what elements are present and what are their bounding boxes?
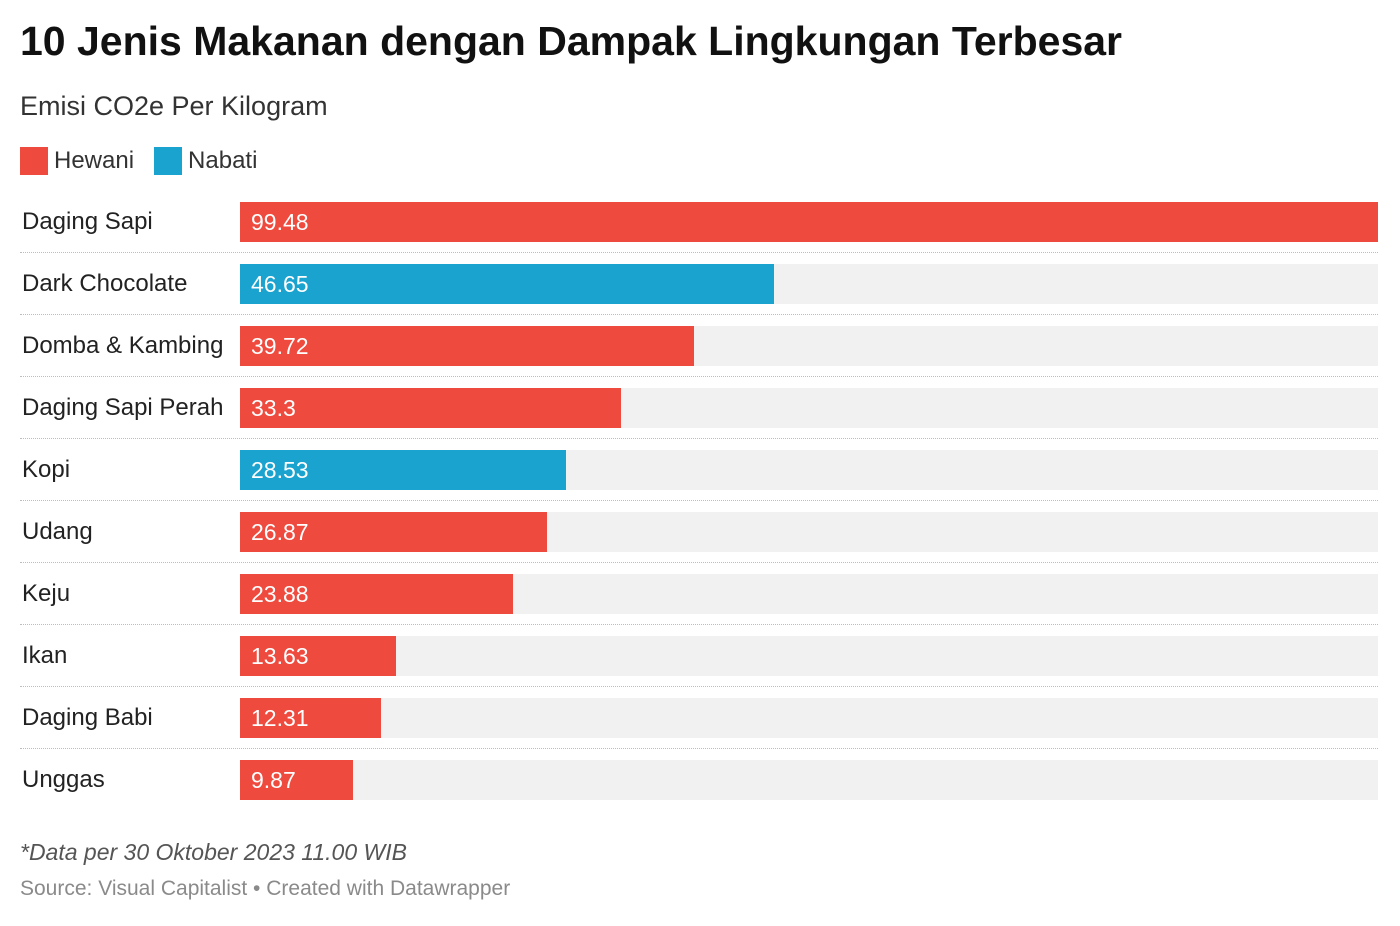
chart-subtitle: Emisi CO2e Per Kilogram: [20, 91, 328, 121]
data-label: 39.72: [251, 333, 309, 359]
data-label: 99.48: [251, 209, 309, 235]
bar-domba-kambing: [240, 326, 694, 366]
category-label: Daging Babi: [22, 704, 153, 731]
category-label: Keju: [22, 580, 71, 607]
row-divider: [20, 686, 1378, 687]
chart-note: *Data per 30 Oktober 2023 11.00 WIB: [20, 839, 407, 865]
bar-track: 12.31: [240, 698, 1378, 738]
category-label: Udang: [22, 518, 93, 545]
legend-swatch-hewani: [20, 147, 48, 175]
row-divider: [20, 500, 1378, 501]
legend-item-nabati: Nabati: [154, 147, 257, 175]
category-label: Ikan: [22, 642, 68, 669]
data-label: 28.53: [251, 457, 309, 483]
bar-daging-babi: [240, 698, 381, 738]
data-label: 23.88: [251, 581, 309, 607]
data-label: 9.87: [251, 767, 296, 793]
legend-swatch-nabati: [154, 147, 183, 175]
bar-ikan: [240, 636, 396, 676]
bar-row-keju: Keju 23.88: [20, 572, 1378, 634]
bar-track: 33.3: [240, 388, 1378, 428]
bar-keju: [240, 574, 513, 614]
category-label: Daging Sapi: [22, 208, 153, 235]
row-divider: [20, 748, 1378, 749]
bar-chart: Daging Sapi 99.48 Dark Chocolate 46.65 Domba…: [20, 200, 1378, 820]
data-label: 46.65: [251, 271, 309, 297]
bar-track: 9.87: [240, 760, 1378, 800]
data-label: 12.31: [251, 705, 309, 731]
chart-source: Source: Visual Capitalist • Created with…: [20, 877, 511, 900]
bar-unggas: [240, 760, 353, 800]
category-label: Kopi: [22, 456, 71, 483]
bar-row-kopi: Kopi 28.53: [20, 448, 1378, 510]
legend-item-hewani: Hewani: [20, 147, 134, 175]
bar-track: 26.87: [240, 512, 1378, 552]
category-label: Daging Sapi Perah: [22, 394, 224, 421]
data-label: 13.63: [251, 643, 309, 669]
row-divider: [20, 376, 1378, 377]
category-label: Dark Chocolate: [22, 270, 188, 297]
row-divider: [20, 314, 1378, 315]
chart-legend: Hewani Nabati: [20, 145, 277, 177]
bar-row-daging-babi: Daging Babi 12.31: [20, 696, 1378, 758]
bar-daging-sapi-perah: [240, 388, 621, 428]
row-divider: [20, 252, 1378, 253]
bar-row-udang: Udang 26.87: [20, 510, 1378, 572]
bar-row-unggas: Unggas 9.87: [20, 758, 1378, 820]
data-label: 33.3: [251, 395, 296, 421]
bar-row-ikan: Ikan 13.63: [20, 634, 1378, 696]
bar-track: 23.88: [240, 574, 1378, 614]
bar-track: 28.53: [240, 450, 1378, 490]
bar-track: 39.72: [240, 326, 1378, 366]
data-label: 26.87: [251, 519, 309, 545]
bar-dark-chocolate: [240, 264, 774, 304]
bar-row-daging-sapi: Daging Sapi 99.48: [20, 200, 1378, 262]
bar-track: 99.48: [240, 202, 1378, 242]
chart-title: 10 Jenis Makanan dengan Dampak Lingkunga…: [20, 18, 1123, 64]
bar-row-dark-chocolate: Dark Chocolate 46.65: [20, 262, 1378, 324]
row-divider: [20, 562, 1378, 563]
bar-kopi: [240, 450, 566, 490]
legend-label-hewani: Hewani: [54, 147, 135, 174]
bar-row-daging-sapi-perah: Daging Sapi Perah 33.3: [20, 386, 1378, 448]
category-label: Domba & Kambing: [22, 332, 224, 359]
bar-daging-sapi: [240, 202, 1378, 242]
legend-label-nabati: Nabati: [188, 147, 258, 174]
row-divider: [20, 438, 1378, 439]
bar-udang: [240, 512, 547, 552]
bar-track: 46.65: [240, 264, 1378, 304]
bar-row-domba-kambing: Domba & Kambing 39.72: [20, 324, 1378, 386]
category-label: Unggas: [22, 766, 105, 793]
bar-track: 13.63: [240, 636, 1378, 676]
row-divider: [20, 624, 1378, 625]
